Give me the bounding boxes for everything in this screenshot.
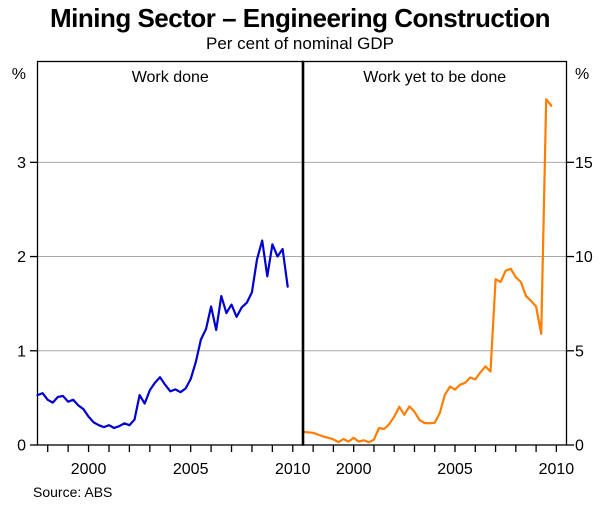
y-axis-label: 1 [17, 343, 26, 360]
x-axis-label: 2005 [437, 461, 473, 478]
panel-title: Work yet to be done [363, 69, 506, 86]
source-note: Source: ABS [33, 484, 113, 500]
y-axis-label: 0 [575, 438, 584, 455]
y-axis-label: 5 [575, 343, 584, 360]
y-axis-label: 3 [17, 155, 26, 172]
chart-title: Mining Sector – Engineering Construction [49, 3, 551, 33]
x-axis-label: 2005 [173, 461, 209, 478]
panel-frame [302, 60, 568, 446]
y-axis-unit: % [575, 66, 589, 83]
x-axis-label: 2010 [539, 461, 575, 478]
work-done-line [36, 239, 289, 430]
x-axis-label: 2010 [275, 461, 311, 478]
y-axis-label: 15 [575, 155, 593, 172]
chart-subtitle: Per cent of nominal GDP [205, 34, 395, 53]
x-axis-label: 2000 [336, 461, 372, 478]
y-axis-label: 2 [17, 249, 26, 266]
work-yet-to-be-done-line [301, 98, 553, 444]
panel-title: Work done [132, 69, 209, 86]
x-axis-label: 2000 [71, 461, 107, 478]
y-axis-label: 0 [17, 438, 26, 455]
y-axis-label: 10 [575, 249, 593, 266]
y-axis-unit: % [12, 66, 26, 83]
